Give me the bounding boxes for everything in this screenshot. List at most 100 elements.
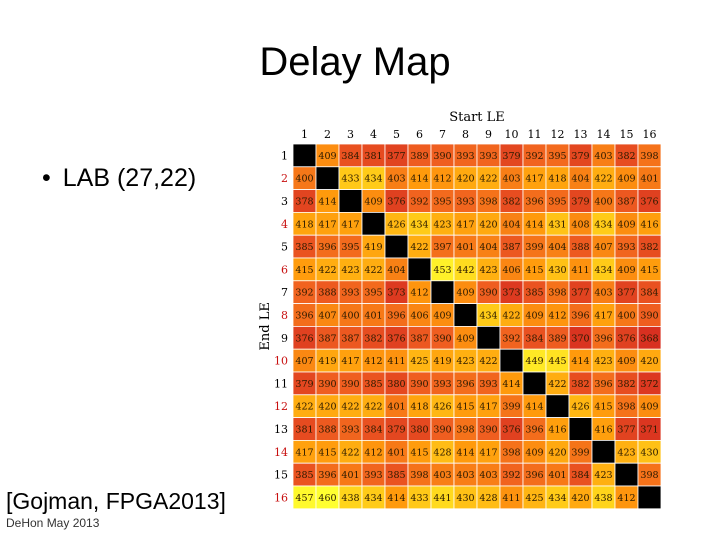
- cell-value: 430: [548, 265, 566, 276]
- cell-value: 396: [318, 470, 336, 481]
- cell-value: 422: [341, 402, 359, 413]
- cell-value: 392: [410, 197, 428, 208]
- cell-value: 393: [433, 379, 451, 390]
- cell-value: 396: [387, 311, 405, 322]
- heatmap-cell: [361, 212, 386, 236]
- heatmap-cell: [591, 439, 616, 464]
- cell-value: 377: [617, 425, 635, 436]
- cell-value: 423: [617, 447, 635, 458]
- cell-value: 431: [548, 219, 566, 230]
- cell-value: 398: [479, 197, 497, 208]
- cell-value: 400: [617, 311, 635, 322]
- cell-value: 387: [502, 242, 520, 253]
- cell-value: 377: [387, 151, 405, 162]
- cell-value: 412: [364, 447, 382, 458]
- cell-value: 430: [640, 447, 658, 458]
- cell-value: 393: [479, 379, 497, 390]
- column-header: 15: [620, 128, 634, 141]
- cell-value: 449: [525, 356, 543, 367]
- cell-value: 420: [456, 174, 474, 185]
- cell-value: 409: [640, 402, 658, 413]
- cell-value: 434: [594, 219, 612, 230]
- column-header: 1: [301, 128, 308, 141]
- bullet-dot-icon: •: [42, 164, 51, 192]
- heatmap-cell: [407, 257, 432, 282]
- cell-value: 418: [295, 219, 313, 230]
- cell-value: 414: [525, 402, 543, 413]
- cell-value: 396: [571, 311, 589, 322]
- column-header: 3: [347, 128, 354, 141]
- cell-value: 393: [456, 151, 474, 162]
- cell-value: 392: [502, 333, 520, 344]
- cell-value: 426: [433, 402, 451, 413]
- cell-value: 403: [594, 288, 612, 299]
- heatmap-cell: [522, 371, 547, 396]
- column-header: 9: [485, 128, 492, 141]
- cell-value: 390: [341, 379, 359, 390]
- cell-value: 400: [295, 174, 313, 185]
- cell-value: 423: [594, 356, 612, 367]
- cell-value: 390: [479, 425, 497, 436]
- cell-value: 412: [433, 174, 451, 185]
- heatmap-cell: [614, 462, 639, 487]
- cell-value: 412: [548, 311, 566, 322]
- cell-value: 416: [548, 425, 566, 436]
- row-header: 3: [281, 195, 288, 208]
- cell-value: 417: [318, 219, 336, 230]
- cell-value: 401: [387, 402, 405, 413]
- cell-value: 404: [479, 242, 497, 253]
- cell-value: 387: [410, 333, 428, 344]
- cell-value: 398: [640, 151, 658, 162]
- cell-value: 396: [525, 470, 543, 481]
- cell-value: 414: [525, 219, 543, 230]
- cell-value: 445: [548, 356, 566, 367]
- cell-value: 390: [410, 379, 428, 390]
- cell-value: 382: [502, 197, 520, 208]
- cell-value: 409: [433, 311, 451, 322]
- cell-value: 395: [341, 242, 359, 253]
- cell-value: 368: [640, 333, 658, 344]
- cell-value: 403: [433, 470, 451, 481]
- cell-value: 422: [479, 174, 497, 185]
- cell-value: 415: [295, 265, 313, 276]
- cell-value: 379: [295, 379, 313, 390]
- cell-value: 381: [295, 425, 313, 436]
- cell-value: 398: [502, 447, 520, 458]
- cell-value: 423: [594, 470, 612, 481]
- cell-value: 409: [456, 333, 474, 344]
- cell-value: 376: [387, 197, 405, 208]
- cell-value: 396: [525, 425, 543, 436]
- cell-value: 387: [617, 197, 635, 208]
- cell-value: 425: [525, 493, 543, 504]
- cell-value: 434: [364, 174, 382, 185]
- cell-value: 434: [479, 311, 497, 322]
- cell-value: 422: [295, 402, 313, 413]
- cell-value: 384: [525, 333, 543, 344]
- cell-value: 371: [640, 425, 658, 436]
- cell-value: 430: [456, 493, 474, 504]
- cell-value: 406: [410, 311, 428, 322]
- cell-value: 407: [594, 242, 612, 253]
- cell-value: 382: [617, 151, 635, 162]
- cell-value: 420: [479, 219, 497, 230]
- cell-value: 420: [318, 402, 336, 413]
- cell-value: 382: [617, 379, 635, 390]
- cell-value: 457: [295, 493, 313, 504]
- cell-value: 428: [433, 447, 451, 458]
- heatmap-cell: [453, 303, 478, 327]
- row-header: 7: [281, 286, 288, 299]
- column-header: 13: [574, 128, 588, 141]
- cell-value: 415: [456, 402, 474, 413]
- cell-value: 385: [295, 470, 313, 481]
- cell-value: 393: [456, 197, 474, 208]
- cell-value: 401: [341, 470, 359, 481]
- heatmap-cell: [545, 394, 570, 418]
- cell-value: 381: [364, 151, 382, 162]
- column-header: 4: [370, 128, 377, 141]
- cell-value: 376: [640, 197, 658, 208]
- heatmap-cell: [499, 348, 524, 373]
- cell-value: 433: [410, 493, 428, 504]
- cell-value: 419: [364, 242, 382, 253]
- cell-value: 416: [594, 425, 612, 436]
- cell-value: 417: [479, 402, 497, 413]
